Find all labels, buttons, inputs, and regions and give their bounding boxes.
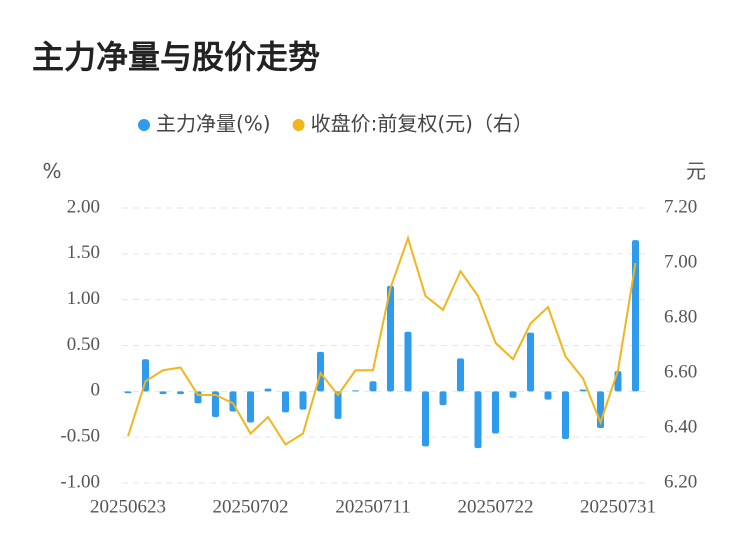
bar bbox=[527, 332, 534, 392]
chart-title: 主力净量与股价走势 bbox=[32, 38, 320, 76]
bar bbox=[439, 391, 447, 406]
bar bbox=[404, 331, 412, 392]
bar bbox=[212, 391, 219, 417]
bar bbox=[142, 359, 149, 392]
y-tick-label: -0.50 bbox=[60, 426, 100, 447]
x-tick-label: 20250623 bbox=[90, 496, 166, 517]
y-tick-label: 0.50 bbox=[67, 334, 100, 355]
y2-tick-label: 6.40 bbox=[664, 416, 697, 437]
legend-marker bbox=[292, 119, 305, 131]
y2-tick-label: 7.20 bbox=[664, 196, 697, 217]
bar bbox=[299, 391, 307, 410]
bar bbox=[159, 391, 167, 395]
bar bbox=[247, 391, 254, 423]
legend-marker bbox=[138, 119, 150, 131]
bar bbox=[422, 391, 429, 447]
bar bbox=[492, 391, 499, 434]
y-tick-label: 1.50 bbox=[67, 242, 100, 263]
bar bbox=[352, 390, 359, 392]
bar bbox=[177, 391, 184, 395]
y-tick-label: 0 bbox=[91, 380, 101, 401]
legend-label: 收盘价:前复权(元)（右） bbox=[311, 112, 533, 136]
y-axis-label: % bbox=[42, 159, 61, 183]
bar bbox=[632, 240, 639, 392]
bar bbox=[474, 391, 482, 449]
bar bbox=[334, 391, 342, 419]
y2-tick-label: 6.20 bbox=[664, 471, 697, 492]
bar bbox=[544, 391, 552, 400]
y-tick-label: 1.00 bbox=[67, 288, 100, 309]
price-line bbox=[127, 235, 637, 446]
y-tick-label: -1.00 bbox=[60, 471, 100, 492]
bar bbox=[509, 391, 517, 398]
x-tick-label: 20250722 bbox=[458, 496, 534, 517]
bar bbox=[194, 391, 202, 404]
legend-label: 主力净量(%) bbox=[156, 112, 271, 136]
x-tick-label: 20250711 bbox=[335, 496, 410, 517]
y2-tick-label: 6.60 bbox=[664, 361, 697, 382]
bar bbox=[264, 388, 272, 392]
bar bbox=[562, 391, 569, 439]
y2-tick-label: 7.00 bbox=[664, 251, 697, 272]
y-tick-label: 2.00 bbox=[67, 196, 100, 217]
bar bbox=[387, 285, 394, 392]
y2-tick-label: 6.80 bbox=[664, 306, 697, 327]
bar bbox=[457, 358, 464, 392]
bar bbox=[369, 381, 377, 392]
x-tick-label: 20250731 bbox=[580, 496, 656, 517]
x-tick-label: 20250702 bbox=[213, 496, 289, 517]
bar bbox=[579, 389, 587, 392]
y2-axis-label: 元 bbox=[686, 159, 706, 183]
bar bbox=[614, 371, 622, 392]
bar bbox=[282, 391, 289, 413]
bar bbox=[124, 391, 132, 394]
